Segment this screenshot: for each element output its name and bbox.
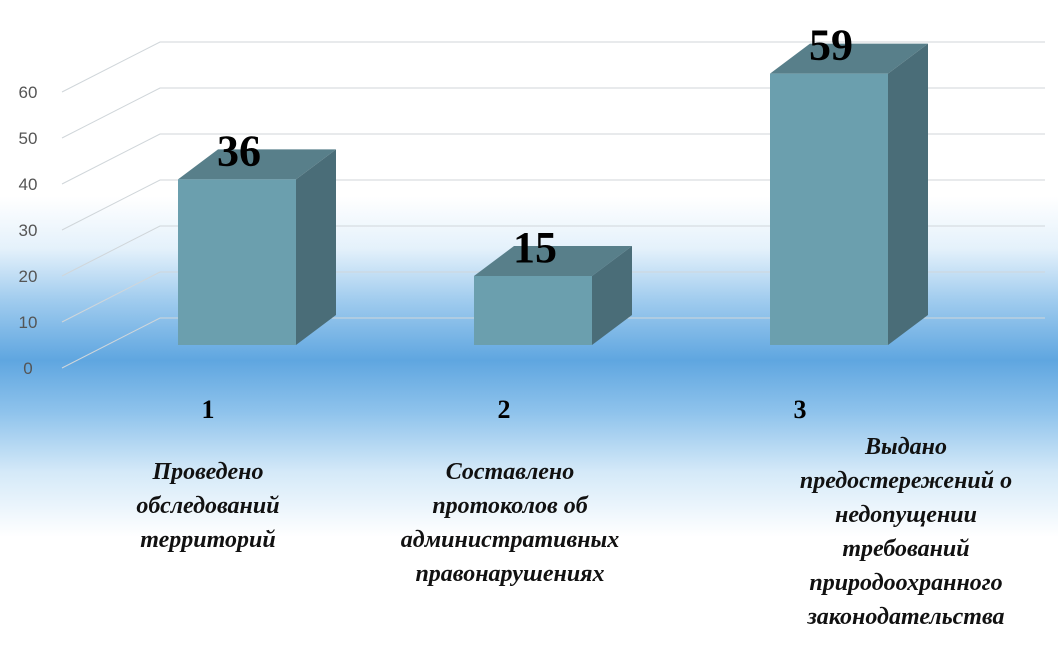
grid-line	[61, 179, 1045, 231]
grid-line	[61, 225, 1045, 277]
y-tick-label: 60	[19, 83, 38, 102]
value-label: 59	[809, 21, 853, 70]
bar	[770, 43, 928, 345]
grid-line	[61, 317, 1045, 369]
grid-line	[61, 41, 1045, 93]
value-label: 36	[217, 126, 261, 175]
bar	[474, 246, 632, 345]
x-tick-label: 1	[202, 395, 215, 424]
value-label: 15	[513, 223, 557, 272]
y-tick-label: 30	[19, 221, 38, 240]
grid-line	[61, 271, 1045, 323]
grid-line	[61, 87, 1045, 139]
x-tick-label: 2	[498, 395, 511, 424]
category-description: Составлено протоколов об административны…	[400, 459, 620, 587]
y-tick-label: 20	[19, 267, 38, 286]
category-description: Выдано предостережений о недопущении тре…	[799, 434, 1013, 630]
x-tick-label: 3	[794, 395, 807, 424]
grid-line	[61, 133, 1045, 185]
y-tick-label: 0	[23, 359, 32, 378]
y-tick-label: 10	[19, 313, 38, 332]
bar	[178, 149, 336, 345]
y-tick-label: 50	[19, 129, 38, 148]
y-tick-label: 40	[19, 175, 38, 194]
category-description: Проведено обследований территорий	[136, 459, 280, 553]
